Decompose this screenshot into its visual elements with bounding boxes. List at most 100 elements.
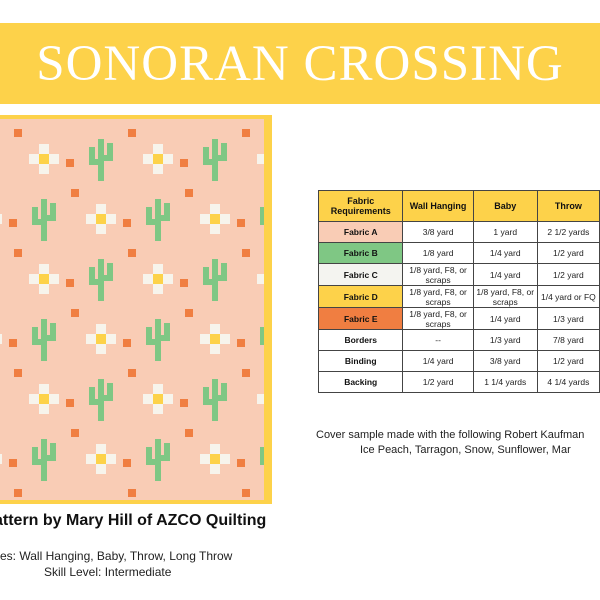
flower-corner: [143, 164, 153, 174]
flower-corner: [220, 204, 230, 214]
flower-corner: [257, 404, 264, 414]
flower-center: [153, 274, 163, 284]
cactus-trunk: [41, 439, 47, 481]
fabric-label-cell: Fabric C: [317, 263, 404, 286]
flower-block: [0, 444, 2, 474]
baby-cell: 1 yard: [472, 221, 538, 243]
pattern-credit: attern by Mary Hill of AZCO Quilting: [0, 512, 267, 529]
flower-corner: [86, 224, 96, 234]
fabric-label-cell: Fabric A: [317, 221, 404, 243]
cactus-arm-left: [203, 387, 209, 401]
cactus-trunk: [41, 199, 47, 241]
flower-corner: [29, 264, 39, 274]
fabric-label-cell: Backing: [317, 371, 404, 393]
cactus-arm-right-joint: [216, 155, 227, 161]
accent-square: [71, 429, 79, 437]
accent-square: [128, 129, 136, 137]
flower-corner: [0, 344, 2, 354]
flower-corner: [257, 284, 264, 294]
cactus-arm-left: [146, 207, 152, 221]
cactus-arm-left-joint: [260, 219, 264, 225]
cactus-arm-right-joint: [102, 275, 113, 281]
flower-center: [153, 154, 163, 164]
cactus-arm-right: [50, 443, 56, 457]
wall-hanging-cell: 1/4 yard: [402, 350, 474, 372]
skill-level: Skill Level: Intermediate: [44, 565, 172, 579]
table-row: Fabric D 1/8 yard, F8, or scraps 1/8 yard,…: [317, 285, 600, 308]
accent-square: [242, 369, 250, 377]
flower-corner: [163, 404, 173, 414]
table-row: Fabric A 3/8 yard 1 yard 2 1/2 yards: [317, 221, 600, 243]
accent-square: [71, 189, 79, 197]
cactus-arm-left: [89, 147, 95, 161]
cactus-arm-left-joint: [260, 339, 264, 345]
cactus-arm-right: [50, 203, 56, 217]
flower-corner: [257, 264, 264, 274]
baby-cell: 1/4 yard: [472, 263, 538, 286]
throw-cell: 2 1/2 yards: [536, 221, 600, 243]
cactus-arm-left-joint: [32, 339, 42, 345]
flower-block: [257, 144, 264, 174]
flower-corner: [0, 324, 2, 334]
flower-corner: [257, 384, 264, 394]
flower-center: [153, 394, 163, 404]
accent-square: [9, 219, 17, 227]
flower-center: [39, 394, 49, 404]
flower-corner: [257, 164, 264, 174]
cactus-arm-left-joint: [32, 459, 42, 465]
cactus-arm-right-joint: [45, 335, 56, 341]
cactus-arm-right: [221, 263, 227, 277]
cactus-arm-right-joint: [216, 395, 227, 401]
wall-hanging-cell: 1/8 yard, F8, or scraps: [402, 285, 474, 308]
accent-square: [185, 309, 193, 317]
flower-corner: [86, 444, 96, 454]
cactus-trunk: [41, 319, 47, 361]
table-header-cell: Baby: [472, 190, 538, 222]
fabric-label-cell: Binding: [317, 350, 404, 372]
title-banner: [0, 23, 600, 104]
flower-corner: [106, 444, 116, 454]
cactus-arm-right: [164, 323, 170, 337]
flower-corner: [106, 224, 116, 234]
accent-square: [14, 489, 22, 497]
cactus-trunk: [155, 199, 161, 241]
accent-square: [128, 249, 136, 257]
cactus-arm-right-joint: [159, 215, 170, 221]
flower-corner: [86, 464, 96, 474]
baby-cell: 1/4 yard: [472, 242, 538, 264]
accent-square: [180, 279, 188, 287]
flower-center: [39, 154, 49, 164]
throw-cell: 1/4 yard or FQ: [536, 285, 600, 308]
quilt-illustration: [0, 115, 272, 504]
flower-corner: [49, 284, 59, 294]
flower-corner: [200, 224, 210, 234]
fabric-label-cell: Fabric B: [317, 242, 404, 264]
baby-cell: 1/8 yard, F8, or scraps: [472, 285, 538, 308]
table-row: Fabric B 1/8 yard 1/4 yard 1/2 yard: [317, 242, 600, 264]
accent-square: [242, 489, 250, 497]
flower-center: [96, 454, 106, 464]
flower-corner: [0, 444, 2, 454]
flower-corner: [49, 384, 59, 394]
accent-square: [14, 369, 22, 377]
cactus-arm-left-joint: [89, 279, 99, 285]
flower-corner: [163, 384, 173, 394]
accent-square: [128, 489, 136, 497]
cactus-arm-right: [107, 383, 113, 397]
accent-square: [66, 399, 74, 407]
wall-hanging-cell: --: [402, 329, 474, 351]
table-row: Binding 1/4 yard 3/8 yard 1/2 yard: [317, 350, 600, 372]
cactus-trunk: [98, 139, 104, 181]
wall-hanging-cell: 1/8 yard: [402, 242, 474, 264]
flower-center: [210, 214, 220, 224]
cactus-arm-right-joint: [45, 215, 56, 221]
cactus-arm-left: [32, 447, 38, 461]
flower-corner: [106, 344, 116, 354]
accent-square: [237, 459, 245, 467]
quilt-pattern-graphic: [0, 129, 264, 497]
accent-square: [180, 399, 188, 407]
cactus-arm-left: [32, 327, 38, 341]
table-row: Fabric C 1/8 yard, F8, or scraps 1/4 yard 1…: [317, 263, 600, 286]
cactus-arm-right-joint: [216, 275, 227, 281]
cactus-arm-left-joint: [146, 459, 156, 465]
